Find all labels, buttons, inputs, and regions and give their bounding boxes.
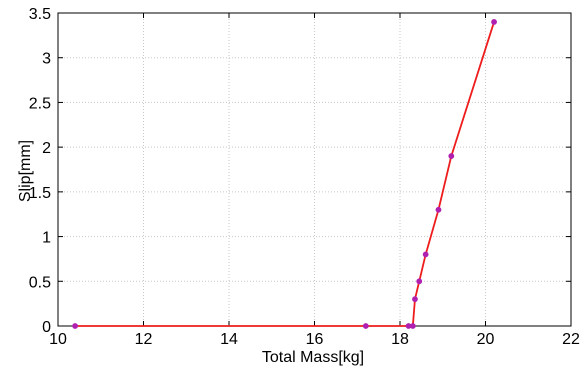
- series-layer: [72, 19, 497, 329]
- y-tick-label: 0: [42, 319, 51, 336]
- data-point: [416, 278, 423, 285]
- data-point: [422, 251, 429, 258]
- x-tick-label: 18: [391, 331, 409, 348]
- y-tick-label: 2.5: [29, 95, 51, 112]
- y-tick-label: 1.5: [29, 185, 51, 202]
- y-tick-label: 3: [42, 51, 51, 68]
- data-point: [362, 323, 369, 329]
- x-tick-label: 16: [306, 331, 324, 348]
- data-point: [409, 323, 416, 329]
- data-point: [435, 206, 442, 213]
- data-point: [448, 153, 455, 159]
- data-point: [491, 19, 497, 25]
- grid-lines: [57, 12, 572, 327]
- x-tick-label: 20: [477, 331, 495, 348]
- tick-labels: 10 12 14 16 18 20 22 0 0.5 1 1.5 2 2.5 3 3.5: [29, 6, 580, 348]
- data-point: [72, 323, 78, 329]
- x-axis-label: Total Mass[kg]: [262, 349, 364, 366]
- y-axis-label: Slip[mm]: [17, 140, 34, 202]
- x-tick-label: 14: [220, 331, 238, 348]
- y-tick-label: 0.5: [29, 274, 51, 291]
- x-tick-label: 12: [135, 331, 153, 348]
- x-tick-label: 10: [49, 331, 67, 348]
- data-point: [412, 296, 418, 303]
- y-tick-label: 2: [42, 140, 51, 157]
- series-line: [75, 21, 495, 327]
- y-tick-label: 3.5: [29, 6, 51, 23]
- x-tick-label: 22: [562, 331, 580, 348]
- y-tick-label: 1: [42, 230, 51, 247]
